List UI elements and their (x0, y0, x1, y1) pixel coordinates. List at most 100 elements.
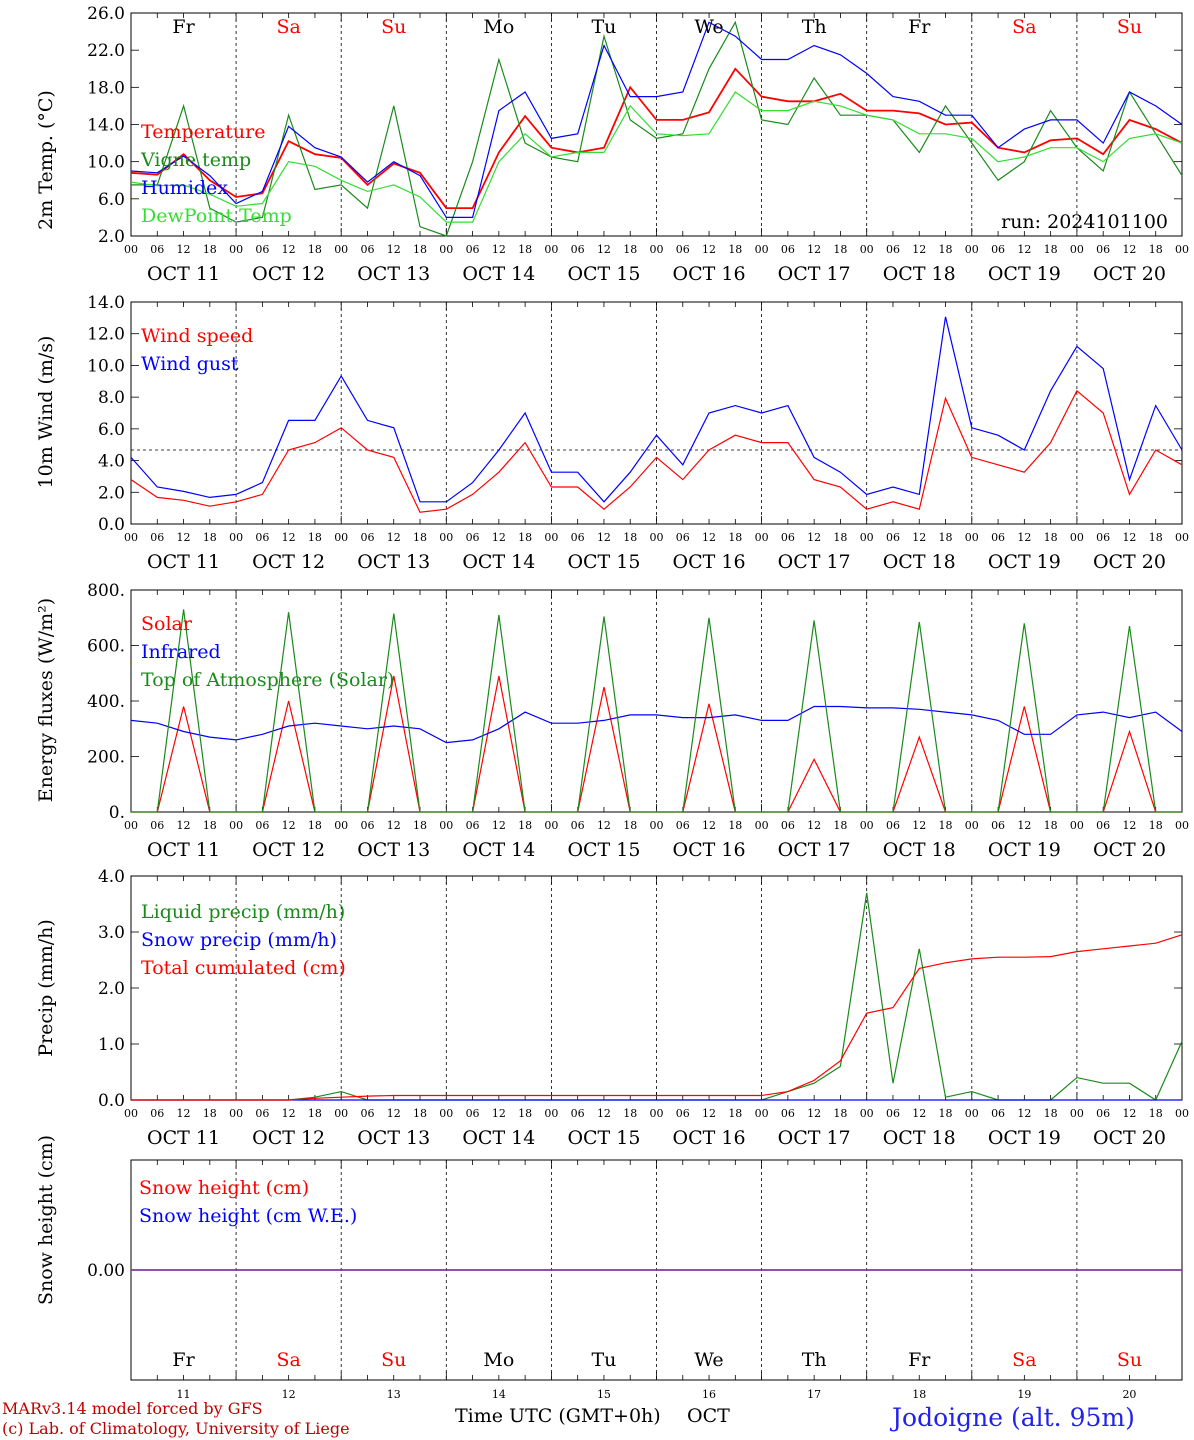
series-line-dewpoint-temp (130, 91, 1183, 223)
hour-tick-label: 06 (360, 1107, 374, 1120)
hour-tick-label: 06 (991, 243, 1005, 256)
hour-tick-label: 12 (702, 243, 716, 256)
hour-tick-label: 12 (912, 1107, 926, 1120)
date-label: OCT 12 (252, 263, 325, 285)
hour-tick-label: 00 (229, 243, 243, 256)
hour-tick-label: 18 (833, 819, 847, 832)
hour-tick-label: 00 (1175, 1107, 1189, 1120)
date-label: OCT 20 (1093, 551, 1166, 573)
hour-tick-label: 06 (991, 1107, 1005, 1120)
y-tick-label: 12.0 (87, 325, 125, 345)
hour-tick-label: 00 (965, 531, 979, 544)
date-label: OCT 18 (883, 839, 956, 861)
hour-tick-label: 12 (387, 1107, 401, 1120)
hour-tick-label: 12 (1122, 531, 1136, 544)
hour-tick-label: 06 (466, 243, 480, 256)
hour-tick-label: 06 (571, 819, 585, 832)
hour-tick-label: 00 (1175, 819, 1189, 832)
hour-tick-label: 00 (544, 243, 558, 256)
day-label-bottom: We (694, 1349, 723, 1371)
hour-tick-label: 06 (360, 531, 374, 544)
hour-tick-label: 06 (886, 243, 900, 256)
day-label-top: Mo (483, 16, 514, 38)
hour-tick-label: 00 (650, 243, 664, 256)
date-label: OCT 20 (1093, 839, 1166, 861)
hour-tick-label: 00 (439, 243, 453, 256)
date-label: OCT 11 (147, 263, 220, 285)
hour-tick-label: 18 (623, 531, 637, 544)
y-tick-label: 0.00 (87, 1261, 125, 1281)
hour-tick-label: 06 (676, 1107, 690, 1120)
date-label: OCT 16 (673, 551, 746, 573)
hour-tick-label: 00 (965, 243, 979, 256)
hour-tick-label: 12 (282, 1107, 296, 1120)
hour-tick-label: 00 (229, 1107, 243, 1120)
hour-tick-label: 06 (1096, 531, 1110, 544)
footer-lab: (c) Lab. of Climatology, University of L… (2, 1419, 350, 1438)
y-tick-label: 26.0 (87, 4, 125, 24)
hour-tick-label: 12 (702, 1107, 716, 1120)
hour-tick-label: 06 (781, 243, 795, 256)
hour-tick-label: 00 (860, 1107, 874, 1120)
hour-tick-label: 18 (728, 819, 742, 832)
hour-tick-label: 06 (991, 819, 1005, 832)
panel-1: 2.0 6.0 10.0 14.0 18.0 22.0 26.0 2m Temp. (°C) 0… (35, 4, 1189, 285)
hour-tick-label: 18 (728, 243, 742, 256)
y-axis-title: 10m Wind (m/s) (35, 336, 57, 489)
hour-tick-label: 06 (781, 1107, 795, 1120)
day-label-bottom: Th (802, 1349, 827, 1371)
date-label: OCT 14 (462, 263, 535, 285)
hour-tick-label: 12 (702, 531, 716, 544)
hour-tick-label: 00 (544, 1107, 558, 1120)
date-label: OCT 16 (673, 1127, 746, 1149)
hour-tick-label: 18 (413, 531, 427, 544)
hour-tick-label: 18 (518, 1107, 532, 1120)
hour-tick-label: 18 (203, 1107, 217, 1120)
hour-tick-label: 18 (939, 1107, 953, 1120)
hour-tick-label: 12 (282, 531, 296, 544)
date-label: OCT 17 (778, 551, 851, 573)
day-number: 16 (702, 1388, 716, 1401)
date-label: OCT 13 (357, 551, 430, 573)
hour-tick-label: 12 (492, 531, 506, 544)
hour-tick-label: 18 (203, 531, 217, 544)
hour-tick-label: 12 (492, 819, 506, 832)
day-number: 11 (177, 1388, 191, 1401)
time-axis-label: Time UTC (GMT+0h) (455, 1405, 661, 1427)
day-label-bottom: Fr (172, 1349, 195, 1371)
footer-model: MARv3.14 model forced by GFS (2, 1399, 263, 1418)
y-axis-title: Energy fluxes (W/m²) (35, 598, 57, 802)
date-label: OCT 18 (883, 551, 956, 573)
hour-tick-label: 00 (439, 531, 453, 544)
date-label: OCT 13 (357, 839, 430, 861)
hour-tick-label: 12 (1122, 1107, 1136, 1120)
date-label: OCT 19 (988, 839, 1061, 861)
date-label: OCT 19 (988, 263, 1061, 285)
hour-tick-label: 00 (229, 819, 243, 832)
legend-entry: Snow height (cm) (139, 1177, 309, 1199)
hour-tick-label: 12 (1017, 531, 1031, 544)
hour-tick-label: 18 (939, 243, 953, 256)
hour-tick-label: 00 (439, 819, 453, 832)
hour-tick-label: 00 (755, 1107, 769, 1120)
hour-tick-label: 18 (623, 243, 637, 256)
y-tick-label: 10.0 (87, 356, 125, 376)
hour-tick-label: 00 (334, 1107, 348, 1120)
hour-tick-label: 00 (1175, 531, 1189, 544)
date-label: OCT 11 (147, 551, 220, 573)
day-label-bottom: Su (1117, 1349, 1142, 1371)
hour-tick-label: 12 (492, 1107, 506, 1120)
hour-tick-label: 00 (544, 531, 558, 544)
hour-tick-label: 06 (886, 819, 900, 832)
y-tick-label: 8.0 (98, 388, 125, 408)
hour-tick-label: 12 (177, 819, 191, 832)
hour-tick-label: 12 (912, 531, 926, 544)
hour-tick-label: 18 (308, 819, 322, 832)
y-tick-label: 800. (87, 581, 125, 601)
date-label: OCT 14 (462, 551, 535, 573)
day-label-top: Su (1117, 16, 1142, 38)
month-label: OCT (687, 1405, 730, 1427)
y-tick-label: 3.0 (98, 923, 125, 943)
hour-tick-label: 12 (282, 243, 296, 256)
date-label: OCT 11 (147, 839, 220, 861)
